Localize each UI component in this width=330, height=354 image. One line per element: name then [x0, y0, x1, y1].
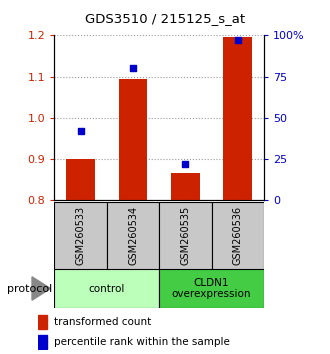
Text: percentile rank within the sample: percentile rank within the sample — [53, 337, 229, 347]
Polygon shape — [32, 277, 50, 300]
Bar — [38, 335, 48, 348]
Bar — [54, 269, 159, 308]
Bar — [159, 269, 264, 308]
Bar — [171, 173, 200, 200]
Bar — [212, 202, 264, 269]
Text: protocol: protocol — [7, 284, 52, 293]
Text: GSM260535: GSM260535 — [181, 206, 190, 265]
Point — [130, 65, 136, 71]
Bar — [54, 202, 107, 269]
Text: GSM260534: GSM260534 — [128, 206, 138, 265]
Bar — [118, 79, 148, 200]
Point — [78, 128, 83, 134]
Bar — [66, 159, 95, 200]
Text: GDS3510 / 215125_s_at: GDS3510 / 215125_s_at — [85, 12, 245, 25]
Point — [183, 161, 188, 167]
Bar — [38, 315, 48, 329]
Bar — [159, 202, 212, 269]
Text: GSM260533: GSM260533 — [76, 206, 86, 265]
Text: CLDN1
overexpression: CLDN1 overexpression — [172, 278, 251, 299]
Text: GSM260536: GSM260536 — [233, 206, 243, 265]
Point — [235, 38, 241, 43]
Bar — [107, 202, 159, 269]
Text: transformed count: transformed count — [53, 318, 151, 327]
Text: control: control — [89, 284, 125, 293]
Bar — [223, 38, 252, 200]
